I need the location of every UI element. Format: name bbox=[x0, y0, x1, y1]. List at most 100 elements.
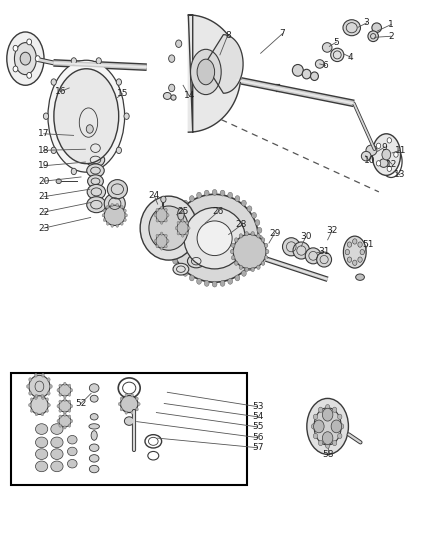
Circle shape bbox=[176, 40, 182, 47]
Ellipse shape bbox=[60, 134, 67, 140]
Circle shape bbox=[64, 413, 66, 416]
Ellipse shape bbox=[368, 31, 378, 42]
Circle shape bbox=[116, 79, 121, 85]
Text: 21: 21 bbox=[38, 192, 49, 201]
Ellipse shape bbox=[87, 184, 106, 199]
Ellipse shape bbox=[163, 93, 171, 100]
Text: 19: 19 bbox=[38, 161, 49, 170]
Circle shape bbox=[167, 228, 172, 233]
Text: 8: 8 bbox=[225, 31, 231, 39]
Ellipse shape bbox=[31, 395, 48, 415]
Circle shape bbox=[261, 261, 265, 265]
Circle shape bbox=[247, 265, 252, 271]
Circle shape bbox=[169, 55, 175, 62]
Circle shape bbox=[177, 221, 188, 235]
Circle shape bbox=[170, 251, 174, 257]
Ellipse shape bbox=[51, 437, 63, 448]
Circle shape bbox=[57, 389, 60, 392]
Circle shape bbox=[228, 278, 233, 284]
Circle shape bbox=[160, 247, 163, 250]
Circle shape bbox=[35, 55, 40, 62]
Circle shape bbox=[64, 382, 66, 385]
Circle shape bbox=[239, 265, 243, 269]
Ellipse shape bbox=[379, 159, 388, 167]
Text: 58: 58 bbox=[322, 450, 333, 458]
Circle shape bbox=[28, 378, 32, 382]
Circle shape bbox=[255, 251, 260, 257]
Circle shape bbox=[57, 405, 60, 408]
Circle shape bbox=[156, 234, 159, 237]
Circle shape bbox=[353, 260, 357, 265]
Circle shape bbox=[59, 384, 61, 387]
Circle shape bbox=[318, 407, 323, 413]
Circle shape bbox=[204, 190, 209, 196]
Circle shape bbox=[34, 395, 37, 399]
Ellipse shape bbox=[89, 384, 99, 392]
Circle shape bbox=[322, 432, 333, 445]
Ellipse shape bbox=[14, 43, 36, 75]
Text: 14: 14 bbox=[184, 92, 195, 100]
Circle shape bbox=[230, 249, 234, 254]
Circle shape bbox=[59, 400, 61, 403]
Text: 28: 28 bbox=[236, 221, 247, 229]
Text: 53: 53 bbox=[252, 402, 263, 411]
Circle shape bbox=[116, 224, 119, 227]
Circle shape bbox=[156, 208, 167, 222]
Circle shape bbox=[186, 232, 188, 235]
Circle shape bbox=[156, 219, 159, 222]
Circle shape bbox=[96, 58, 101, 64]
Circle shape bbox=[106, 222, 109, 225]
Circle shape bbox=[186, 221, 188, 224]
Circle shape bbox=[235, 275, 240, 281]
Circle shape bbox=[27, 39, 32, 45]
Ellipse shape bbox=[35, 424, 48, 434]
Ellipse shape bbox=[356, 274, 364, 280]
Ellipse shape bbox=[51, 461, 63, 472]
Ellipse shape bbox=[191, 50, 221, 95]
Ellipse shape bbox=[86, 153, 105, 167]
Circle shape bbox=[322, 408, 333, 421]
Circle shape bbox=[106, 205, 109, 208]
Circle shape bbox=[228, 192, 233, 198]
Ellipse shape bbox=[29, 375, 50, 398]
Circle shape bbox=[347, 257, 352, 262]
Circle shape bbox=[71, 58, 77, 64]
Circle shape bbox=[103, 219, 106, 222]
Circle shape bbox=[189, 275, 194, 281]
Text: 29: 29 bbox=[269, 229, 280, 238]
Circle shape bbox=[353, 239, 357, 244]
Polygon shape bbox=[205, 35, 243, 93]
Circle shape bbox=[46, 409, 49, 413]
Circle shape bbox=[314, 420, 324, 433]
Circle shape bbox=[49, 384, 53, 388]
Circle shape bbox=[68, 393, 71, 396]
Circle shape bbox=[394, 152, 398, 157]
Circle shape bbox=[197, 192, 201, 198]
Circle shape bbox=[358, 242, 362, 247]
Circle shape bbox=[187, 227, 190, 230]
Text: 16: 16 bbox=[55, 87, 66, 96]
Polygon shape bbox=[188, 15, 241, 132]
Circle shape bbox=[166, 214, 169, 217]
Circle shape bbox=[173, 258, 177, 264]
Circle shape bbox=[212, 281, 217, 287]
Circle shape bbox=[26, 384, 30, 388]
Circle shape bbox=[64, 411, 66, 414]
Text: 17: 17 bbox=[38, 130, 49, 138]
Circle shape bbox=[111, 204, 113, 207]
Text: 31: 31 bbox=[318, 247, 329, 256]
Circle shape bbox=[124, 113, 129, 119]
Ellipse shape bbox=[90, 395, 98, 402]
Circle shape bbox=[165, 208, 167, 212]
Circle shape bbox=[70, 405, 73, 408]
Bar bbox=[11, 373, 247, 485]
Text: 55: 55 bbox=[252, 423, 263, 431]
Circle shape bbox=[27, 72, 32, 78]
Ellipse shape bbox=[56, 179, 61, 183]
Circle shape bbox=[125, 394, 127, 397]
Text: 12: 12 bbox=[386, 160, 398, 168]
Ellipse shape bbox=[35, 437, 48, 448]
Ellipse shape bbox=[343, 20, 360, 36]
Circle shape bbox=[138, 402, 140, 406]
Ellipse shape bbox=[51, 449, 63, 459]
